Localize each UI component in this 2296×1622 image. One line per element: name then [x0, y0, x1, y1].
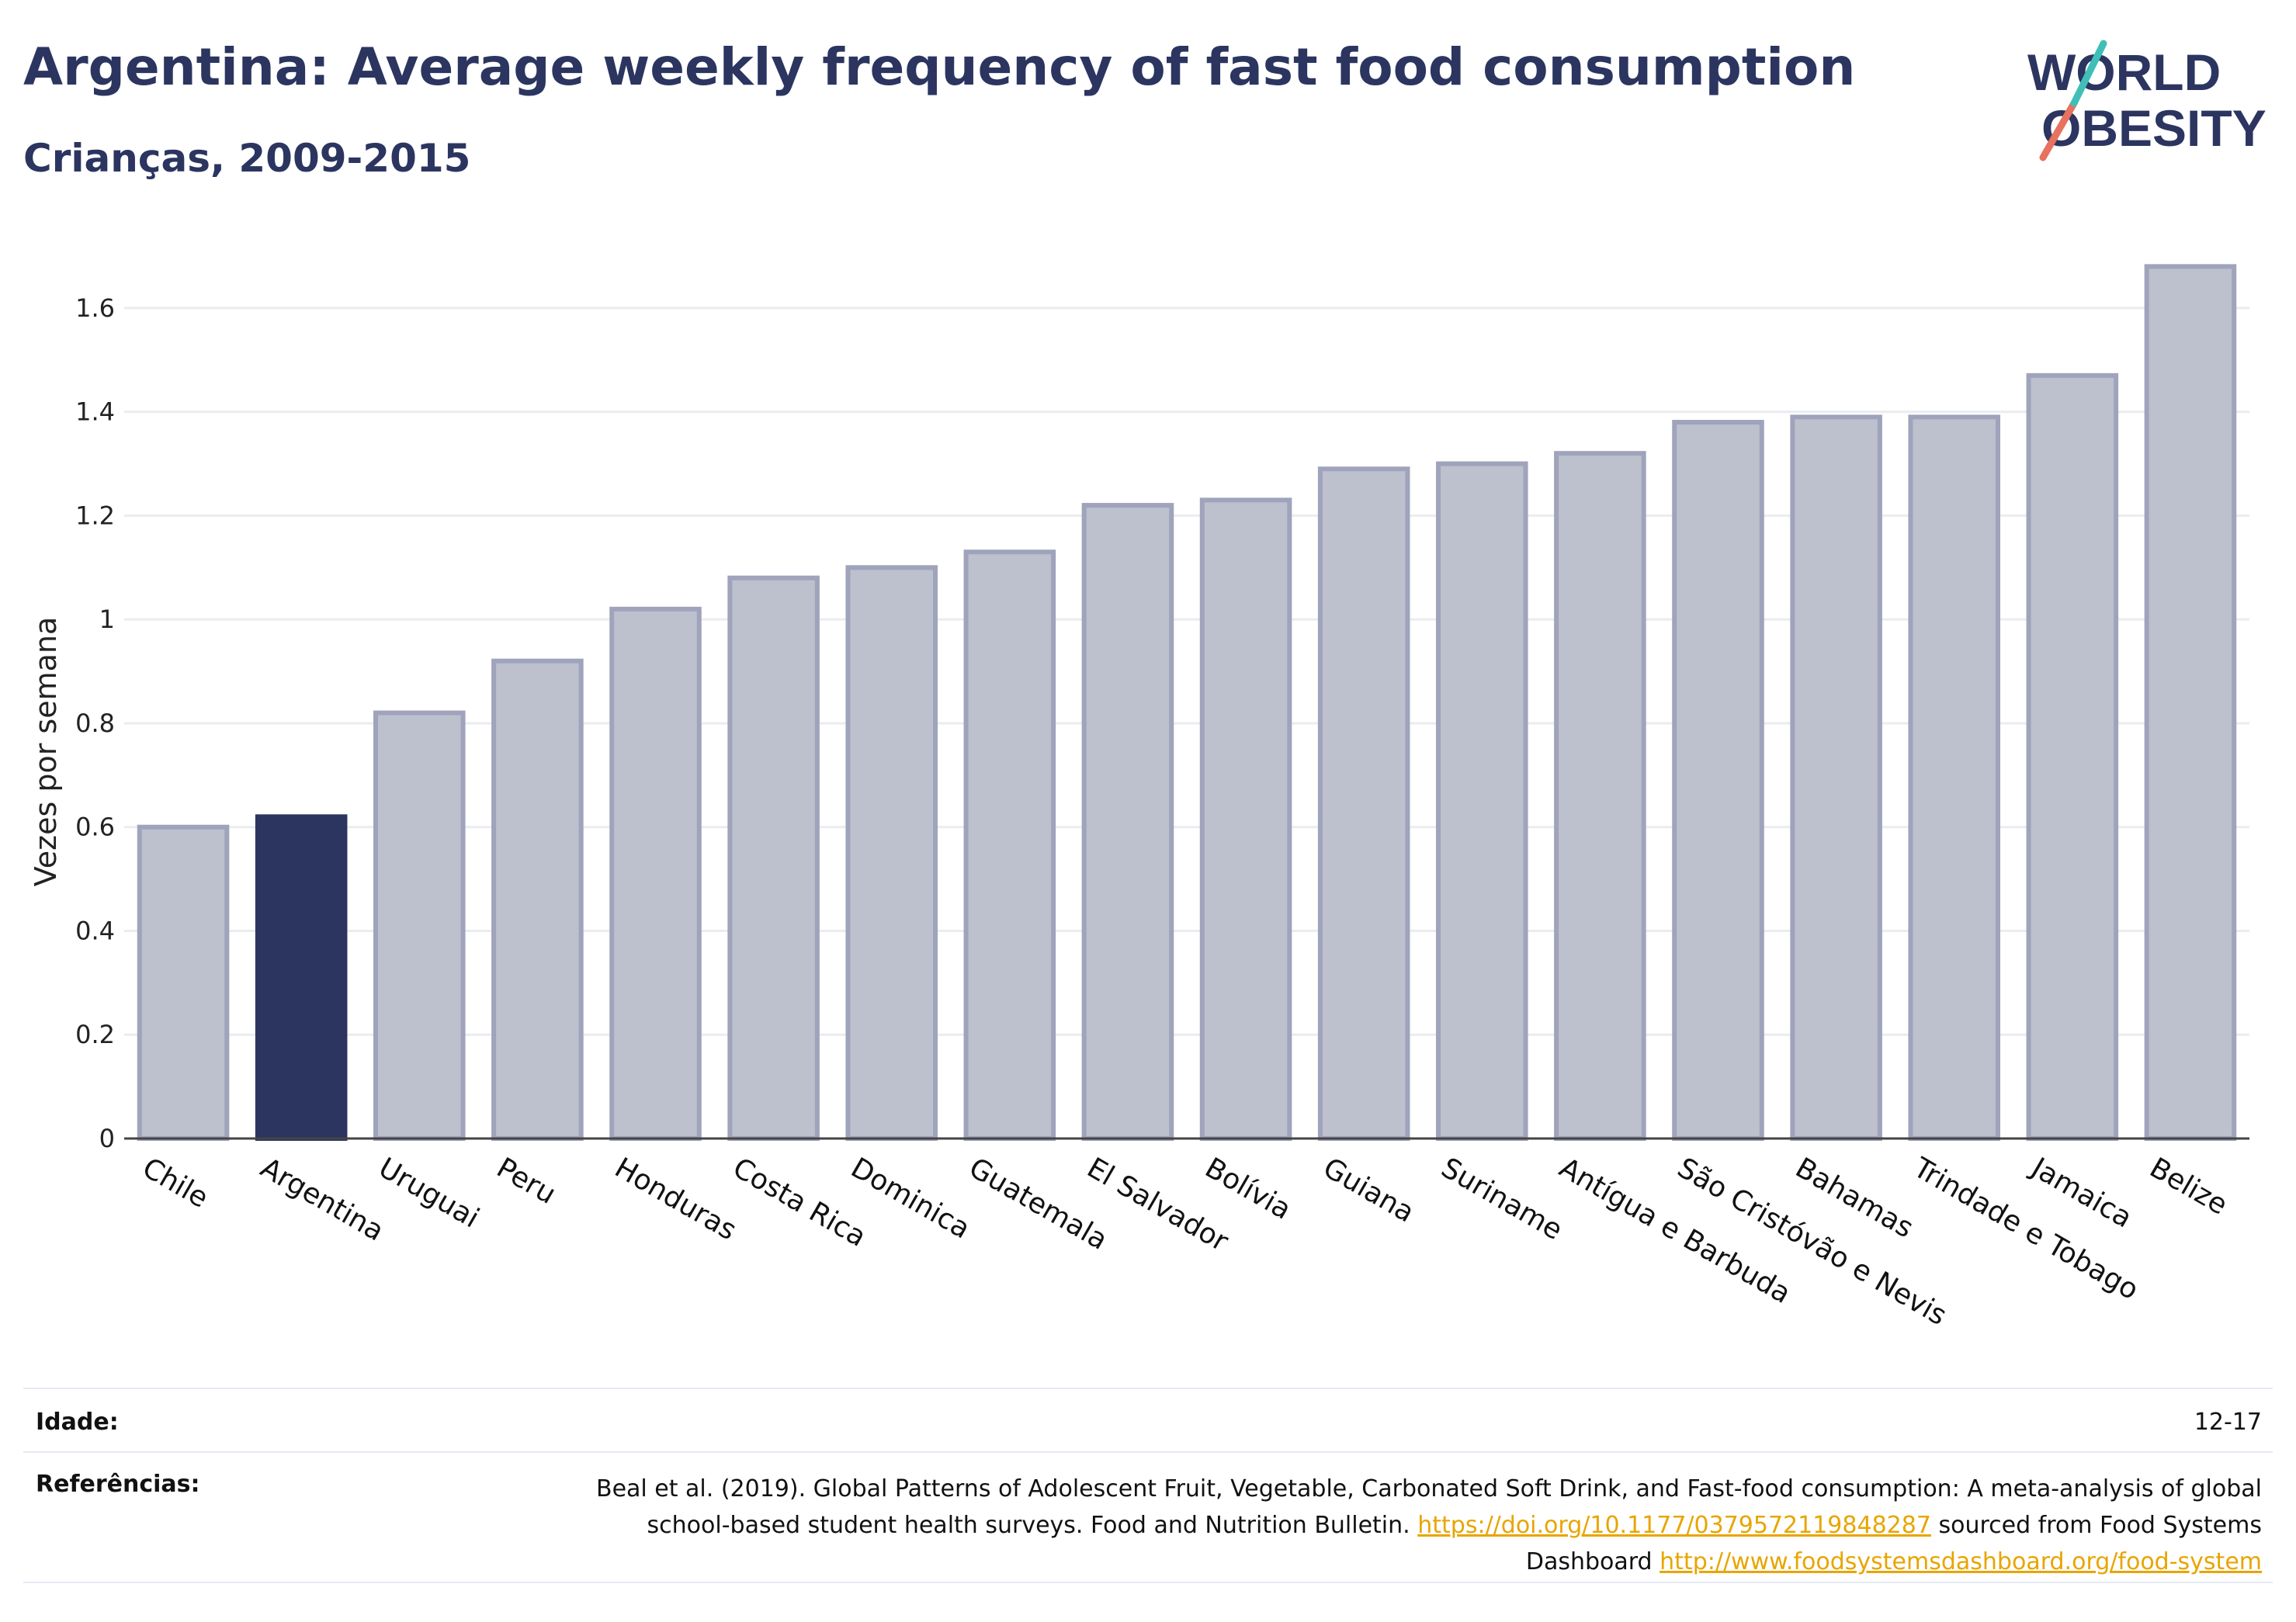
logo-slash-red [2039, 99, 2078, 161]
y-tick-label: 0.4 [75, 916, 115, 945]
logo-line1: WORLD [2027, 43, 2221, 101]
y-tick-label: 0.8 [75, 709, 115, 738]
x-tick-label: Argentina [255, 1152, 390, 1247]
y-tick-label: 0 [99, 1124, 115, 1153]
age-value: 12-17 [2194, 1409, 2262, 1436]
bar [2026, 373, 2119, 1141]
footer-divider-top [23, 1388, 2273, 1389]
y-tick-label: 1 [99, 605, 115, 634]
bar [845, 565, 938, 1141]
bar [2144, 264, 2237, 1141]
bar [373, 710, 466, 1141]
bar [1081, 503, 1174, 1141]
y-tick-label: 0.2 [75, 1020, 115, 1049]
reference-source: sourced from Food Systems Dashboard [1525, 1512, 2262, 1575]
bar [1317, 466, 1410, 1141]
footer-divider-middle [23, 1451, 2273, 1453]
references-text: Beal et al. (2019). Global Patterns of A… [593, 1471, 2262, 1580]
bar [1435, 461, 1528, 1141]
y-tick-label: 1.2 [75, 501, 115, 530]
bar [1199, 497, 1292, 1141]
bar-chart: 0 0.2 0.4 0.6 0.8 1 1.2 1.4 1.6 Vezes por semana C… [29, 264, 2249, 1332]
bar [609, 606, 702, 1141]
x-tick-label: Chile [137, 1152, 214, 1215]
references-label: Referências: [36, 1471, 200, 1498]
y-tick-label: 0.6 [75, 813, 115, 842]
age-label: Idade: [36, 1409, 119, 1436]
bar [963, 549, 1056, 1141]
x-tick-label: Costa Rica [727, 1152, 871, 1253]
x-tick-label: Suriname [1436, 1152, 1568, 1246]
x-tick-label: Guiana [1318, 1152, 1420, 1229]
doi-link[interactable]: https://doi.org/10.1177/0379572119848287 [1417, 1512, 1931, 1539]
x-tick-label: Honduras [609, 1152, 741, 1246]
y-tick-label: 1.4 [75, 397, 115, 427]
x-tick-label: Peru [491, 1152, 561, 1211]
bar [1672, 420, 1764, 1141]
chart-subtitle: Crianças, 2009-2015 [23, 136, 471, 181]
logo-slash-teal [2070, 40, 2107, 107]
bar [491, 658, 584, 1141]
x-tick-label: Belize [2144, 1152, 2232, 1221]
logo-line2: OBESITY [2041, 99, 2267, 157]
bar [137, 824, 230, 1142]
x-tick-label: Uruguai [373, 1152, 484, 1234]
y-tick-label: 1.6 [75, 293, 115, 323]
chart-title: Argentina: Average weekly frequency of f… [23, 37, 1856, 97]
x-tick-label: Bolívia [1200, 1152, 1297, 1226]
x-tick-label: Trindade e Tobago [1907, 1152, 2144, 1306]
food-systems-dashboard-link[interactable]: http://www.foodsystemsdashboard.org/food… [1660, 1548, 2262, 1575]
bar [255, 814, 348, 1142]
y-axis-title: Vezes por semana [29, 617, 63, 887]
bar [727, 575, 820, 1141]
world-obesity-logo: WORLD OBESITY [2027, 40, 2267, 161]
bar [1790, 414, 1882, 1141]
bar [1908, 414, 2001, 1141]
bar [1554, 451, 1646, 1141]
footer-divider-bottom [23, 1582, 2273, 1583]
reference-citation: Beal et al. (2019). Global Patterns of A… [595, 1475, 2262, 1539]
